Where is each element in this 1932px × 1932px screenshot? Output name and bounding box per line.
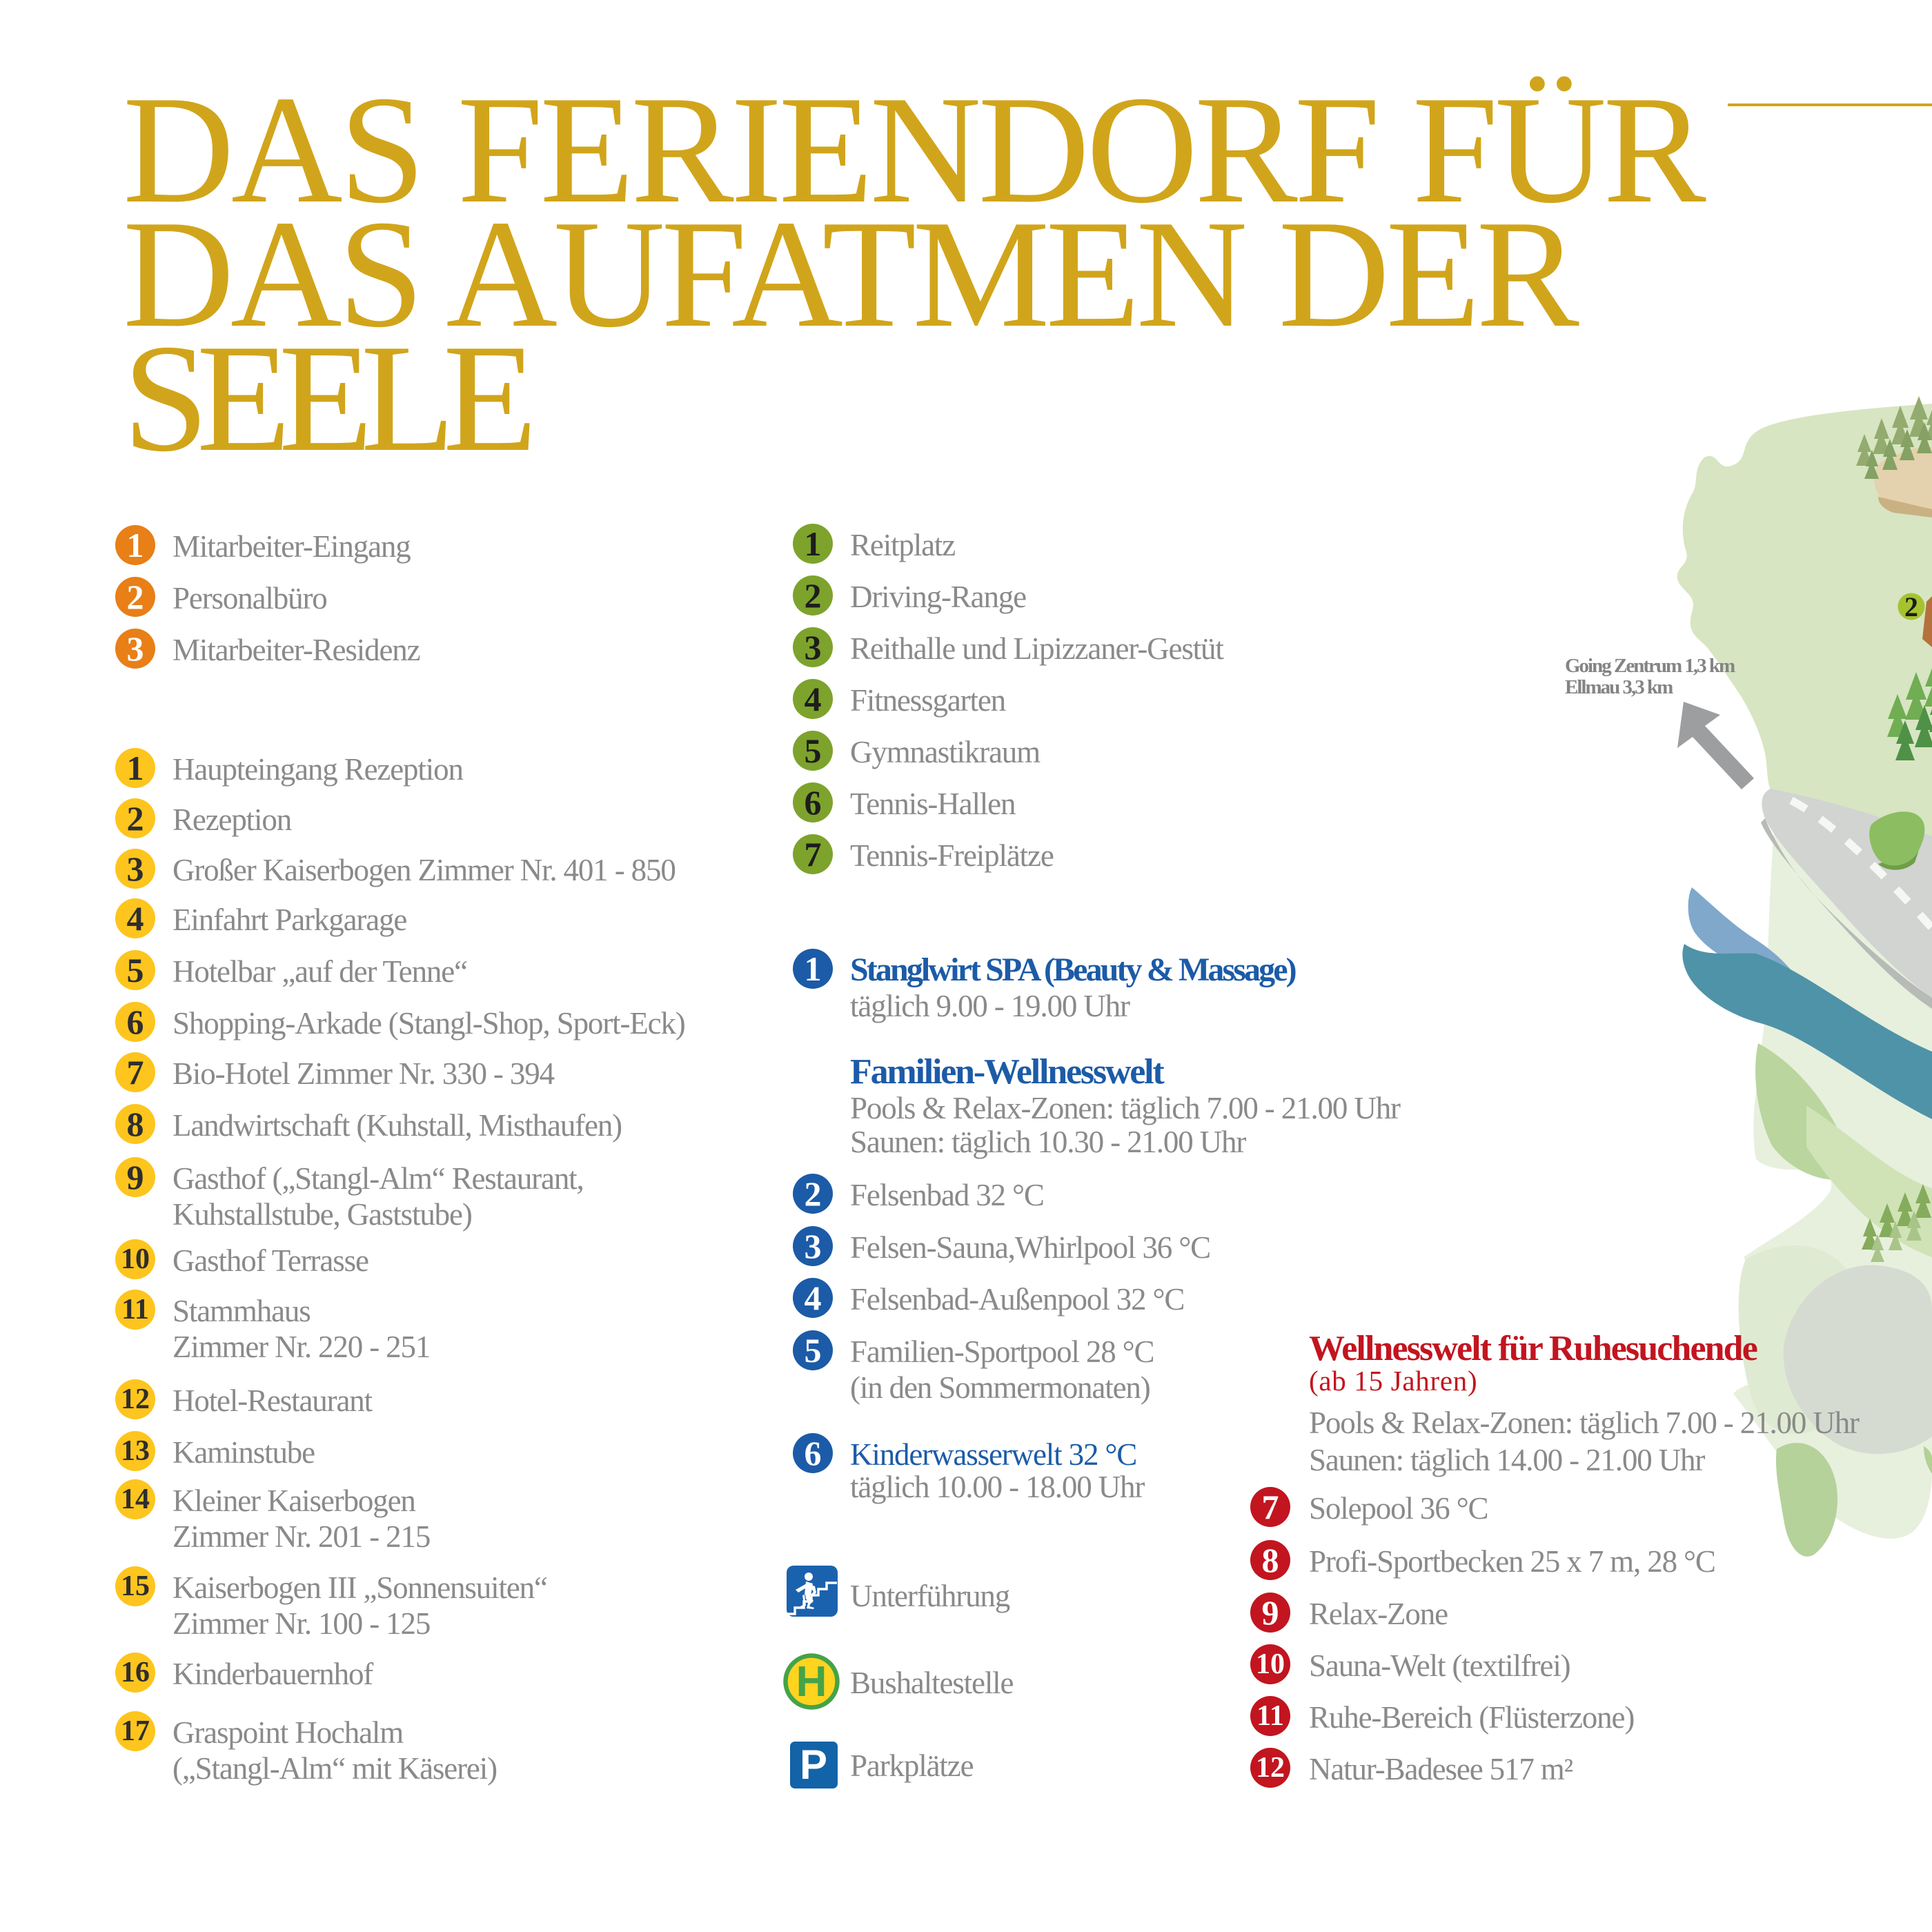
svg-text:P: P [800, 1742, 827, 1788]
svg-text:H: H [796, 1658, 827, 1706]
svg-text:2: 2 [1904, 591, 1918, 622]
